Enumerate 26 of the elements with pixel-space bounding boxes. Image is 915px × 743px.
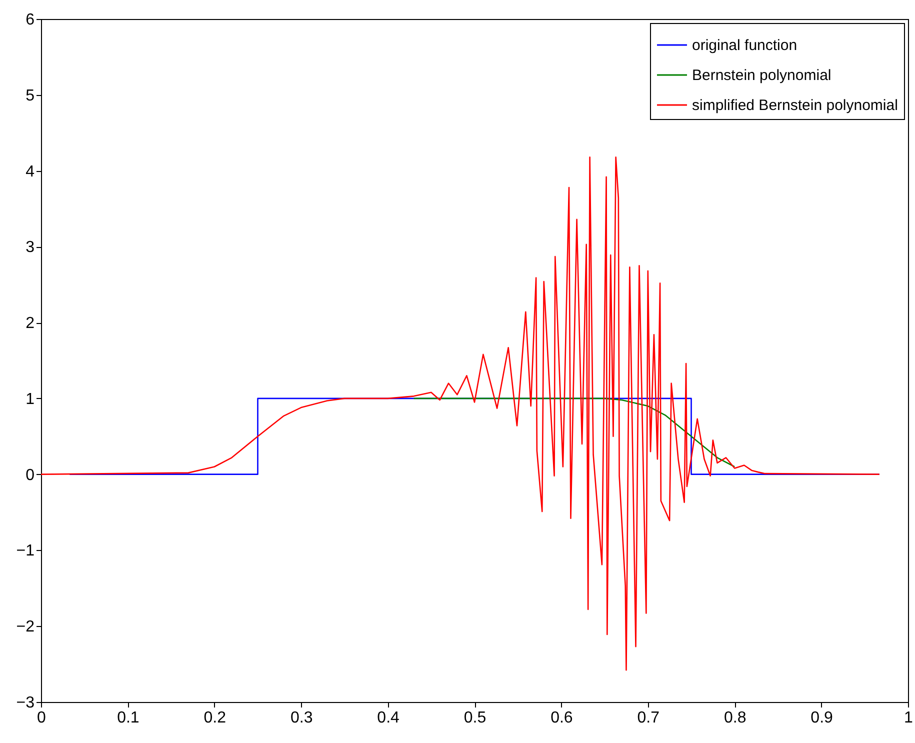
x-tick-label: 0.6 — [550, 710, 573, 726]
legend-label: simplified Bernstein polynomial — [692, 97, 898, 114]
line-series — [413, 398, 736, 468]
x-tick-label: 0.7 — [637, 710, 660, 726]
x-tick-label: 0.3 — [290, 710, 313, 726]
y-tick-label: −1 — [16, 542, 35, 560]
x-tick-label: 0.5 — [464, 710, 486, 726]
x-tick-label: 1 — [904, 710, 914, 726]
y-tick-label: 1 — [26, 390, 35, 408]
x-tick-label: 0.4 — [377, 710, 400, 726]
x-tick-label: 0.1 — [117, 710, 140, 726]
line-series — [41, 156, 880, 671]
y-tick-label: 5 — [26, 87, 35, 104]
y-tick-label: 3 — [26, 239, 35, 256]
x-tick-label: 0.9 — [810, 710, 834, 726]
y-tick-label: 0 — [26, 466, 35, 484]
y-tick-label: 2 — [26, 315, 35, 332]
legend-label: original function — [692, 37, 798, 54]
y-tick-label: 4 — [26, 163, 35, 180]
x-tick-label: 0 — [37, 710, 46, 726]
y-tick-label: −3 — [16, 694, 35, 712]
y-tick-label: 6 — [26, 12, 35, 28]
x-tick-label: 0.8 — [724, 710, 746, 726]
y-tick-label: −2 — [16, 618, 35, 636]
legend-label: Bernstein polynomial — [692, 67, 832, 84]
x-tick-label: 0.2 — [204, 710, 226, 726]
